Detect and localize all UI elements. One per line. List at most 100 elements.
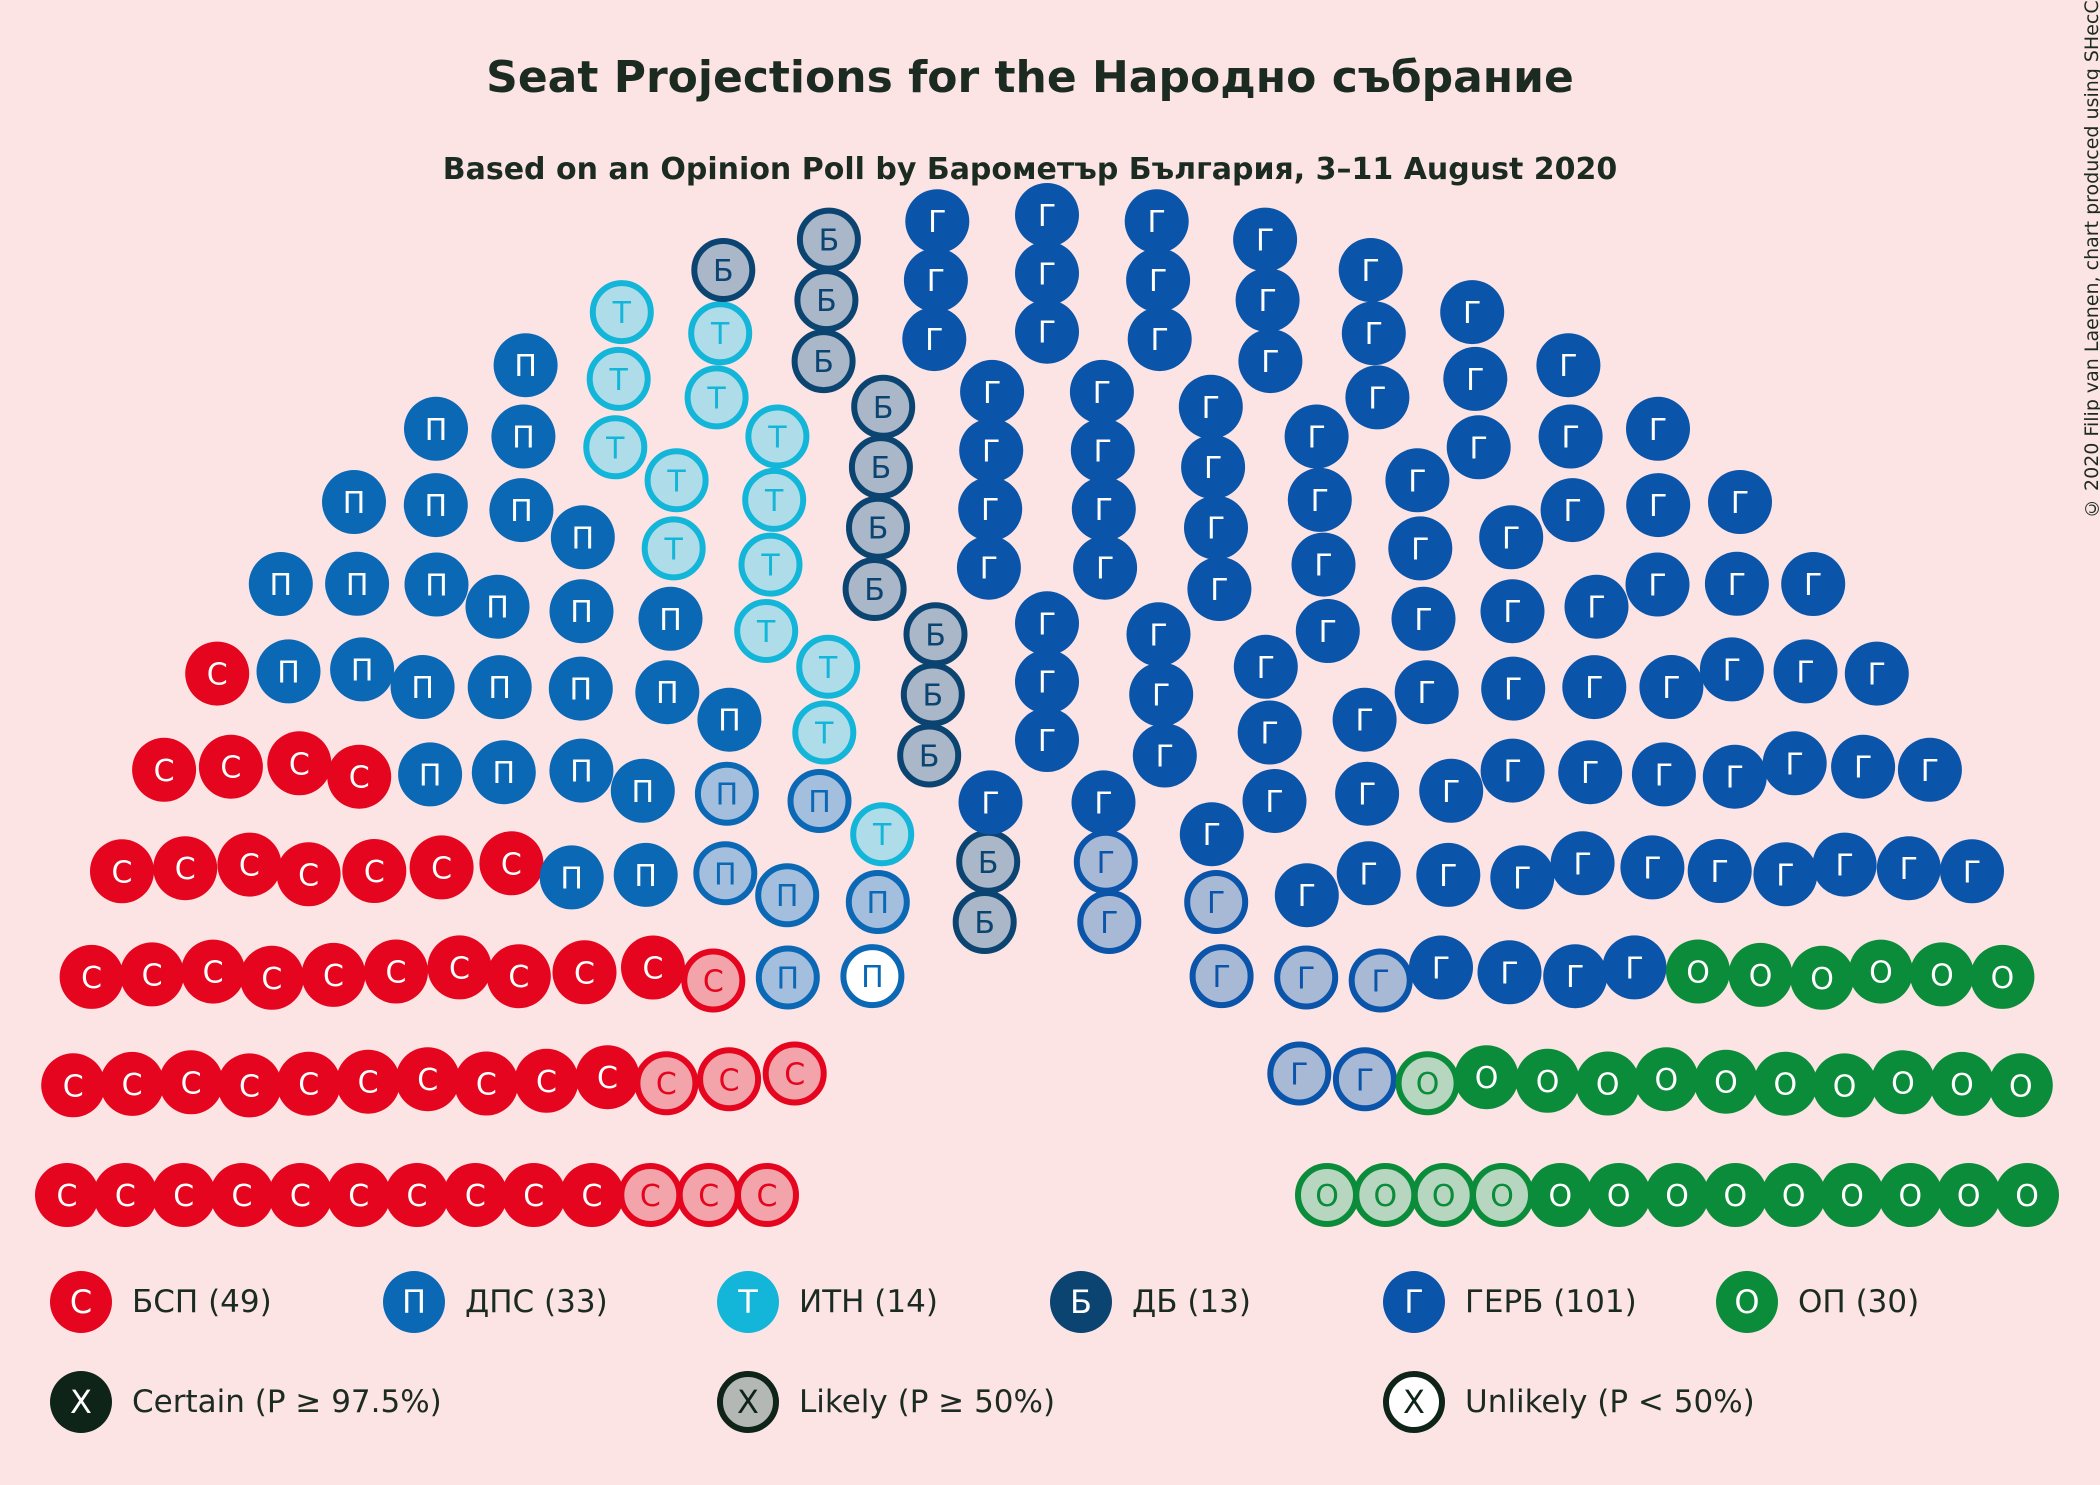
seat-letter: Г — [1835, 849, 1853, 884]
seat-letter: П — [634, 859, 657, 894]
seat-letter: Г — [1711, 855, 1729, 890]
party-seats-ДПС: П П П П П П П П П П П П П П П П П П П П П П П П П П П П П П П П П — [248, 333, 910, 1010]
seat-letter: С — [181, 1066, 202, 1101]
seat-letter: С — [203, 956, 224, 991]
seat-letter: Г — [1573, 847, 1591, 882]
seat-letter: П — [425, 489, 448, 524]
seat: Б — [846, 495, 910, 560]
seat-letter: Т — [609, 363, 629, 398]
seat-letter: Г — [1868, 658, 1886, 693]
seat-letter: О — [1536, 1065, 1560, 1100]
seat: Б — [851, 374, 916, 439]
seat-letter: Г — [1365, 317, 1383, 352]
seat: Т — [742, 467, 807, 532]
seat: О — [1454, 1045, 1519, 1110]
seat-letter: Г — [1097, 846, 1115, 881]
seat-letter: П — [659, 603, 682, 638]
seat: Г — [1284, 404, 1349, 469]
seat: П — [325, 551, 390, 616]
parliament-chart: С С С С С С С С С С С С С С С С С С С С С С С С С С С С С С С С С С С С С С С С… — [35, 183, 2059, 1227]
seat: П — [398, 742, 463, 807]
seat: Г — [1179, 802, 1244, 867]
seat-letter: С — [290, 1179, 311, 1214]
seat: Г — [1336, 841, 1401, 906]
seat: Т — [792, 700, 857, 765]
seat-letter: С — [431, 851, 452, 886]
seat: П — [548, 656, 613, 721]
seat-letter: Г — [1265, 785, 1283, 820]
seat-letter: Г — [1854, 751, 1872, 786]
seat-letter: Г — [1649, 413, 1667, 448]
seat: Г — [1073, 829, 1138, 894]
seat-letter: Г — [1643, 851, 1661, 886]
seat-letter: Г — [1559, 349, 1577, 384]
seat: Г — [1274, 945, 1339, 1010]
seat-letter: Г — [983, 376, 1001, 411]
seat: С — [479, 831, 544, 896]
seat: П — [845, 870, 910, 934]
seat: Г — [1897, 737, 1962, 802]
seat: Г — [1341, 301, 1406, 366]
seat-letter: Г — [1094, 434, 1112, 469]
seat-letter: Г — [1921, 754, 1939, 789]
seat-letter: О — [1782, 1179, 1806, 1214]
seat: Г — [956, 535, 1021, 600]
seat: Г — [1287, 467, 1352, 532]
seat-letter: П — [277, 655, 300, 690]
legend-swatch: Б — [1050, 1271, 1112, 1333]
seat: П — [697, 687, 762, 752]
seat-letter: С — [115, 1179, 136, 1214]
seat: С — [210, 1163, 274, 1227]
seat-letter: П — [512, 421, 535, 456]
seat: П — [471, 740, 536, 805]
seat-letter: Б — [919, 740, 940, 775]
seat-letter: Г — [1204, 451, 1222, 486]
seat: О — [1470, 1163, 1534, 1227]
seat-letter: Б — [978, 846, 999, 881]
seat-letter: Г — [1358, 778, 1376, 813]
seat: Г — [1235, 268, 1300, 333]
seat: О — [1353, 1163, 1418, 1227]
seat: О — [1634, 1047, 1699, 1112]
seat-letter: Г — [1360, 857, 1378, 892]
seat-letter: С — [175, 852, 196, 887]
seat: Г — [1015, 591, 1079, 656]
seat: С — [120, 942, 185, 1007]
seat-letter: С — [239, 1069, 260, 1104]
seat: С — [486, 944, 551, 1009]
seat-letter: Г — [1466, 363, 1484, 398]
seat: Г — [1385, 448, 1450, 513]
seat: Г — [1704, 551, 1769, 616]
seat-letter: С — [757, 1179, 778, 1214]
seat: Г — [1015, 183, 1079, 247]
seat: Г — [1332, 1047, 1397, 1112]
seat: О — [1761, 1163, 1826, 1227]
seat-letter: О — [1749, 959, 1773, 994]
seat-letter: Г — [1470, 431, 1488, 466]
seat: С — [762, 1041, 827, 1106]
seat: Г — [1291, 532, 1356, 597]
seat-letter: С — [523, 1179, 544, 1214]
seat-letter: Б — [873, 391, 894, 426]
seat-letter: Г — [1411, 532, 1429, 567]
seat-letter: Г — [1776, 858, 1794, 893]
seat-letter: Г — [980, 552, 998, 587]
seat: Г — [1015, 708, 1079, 772]
seat: П — [549, 579, 614, 644]
seat-letter: Т — [756, 615, 776, 650]
seat: П — [635, 660, 700, 725]
seat-letter: П — [861, 960, 884, 995]
seat-letter: Г — [1504, 673, 1522, 708]
seat-letter: П — [572, 521, 595, 556]
seat-letter: Г — [1561, 421, 1579, 456]
seat: Б — [794, 268, 859, 333]
seat: О — [1528, 1163, 1593, 1227]
seat-letter: С — [643, 952, 664, 987]
seat: П — [755, 945, 820, 1010]
seat-letter: Г — [925, 323, 943, 358]
seat: П — [256, 639, 321, 704]
seat-letter: С — [656, 1067, 677, 1102]
seat: П — [638, 586, 703, 651]
seat: Г — [1781, 552, 1846, 616]
